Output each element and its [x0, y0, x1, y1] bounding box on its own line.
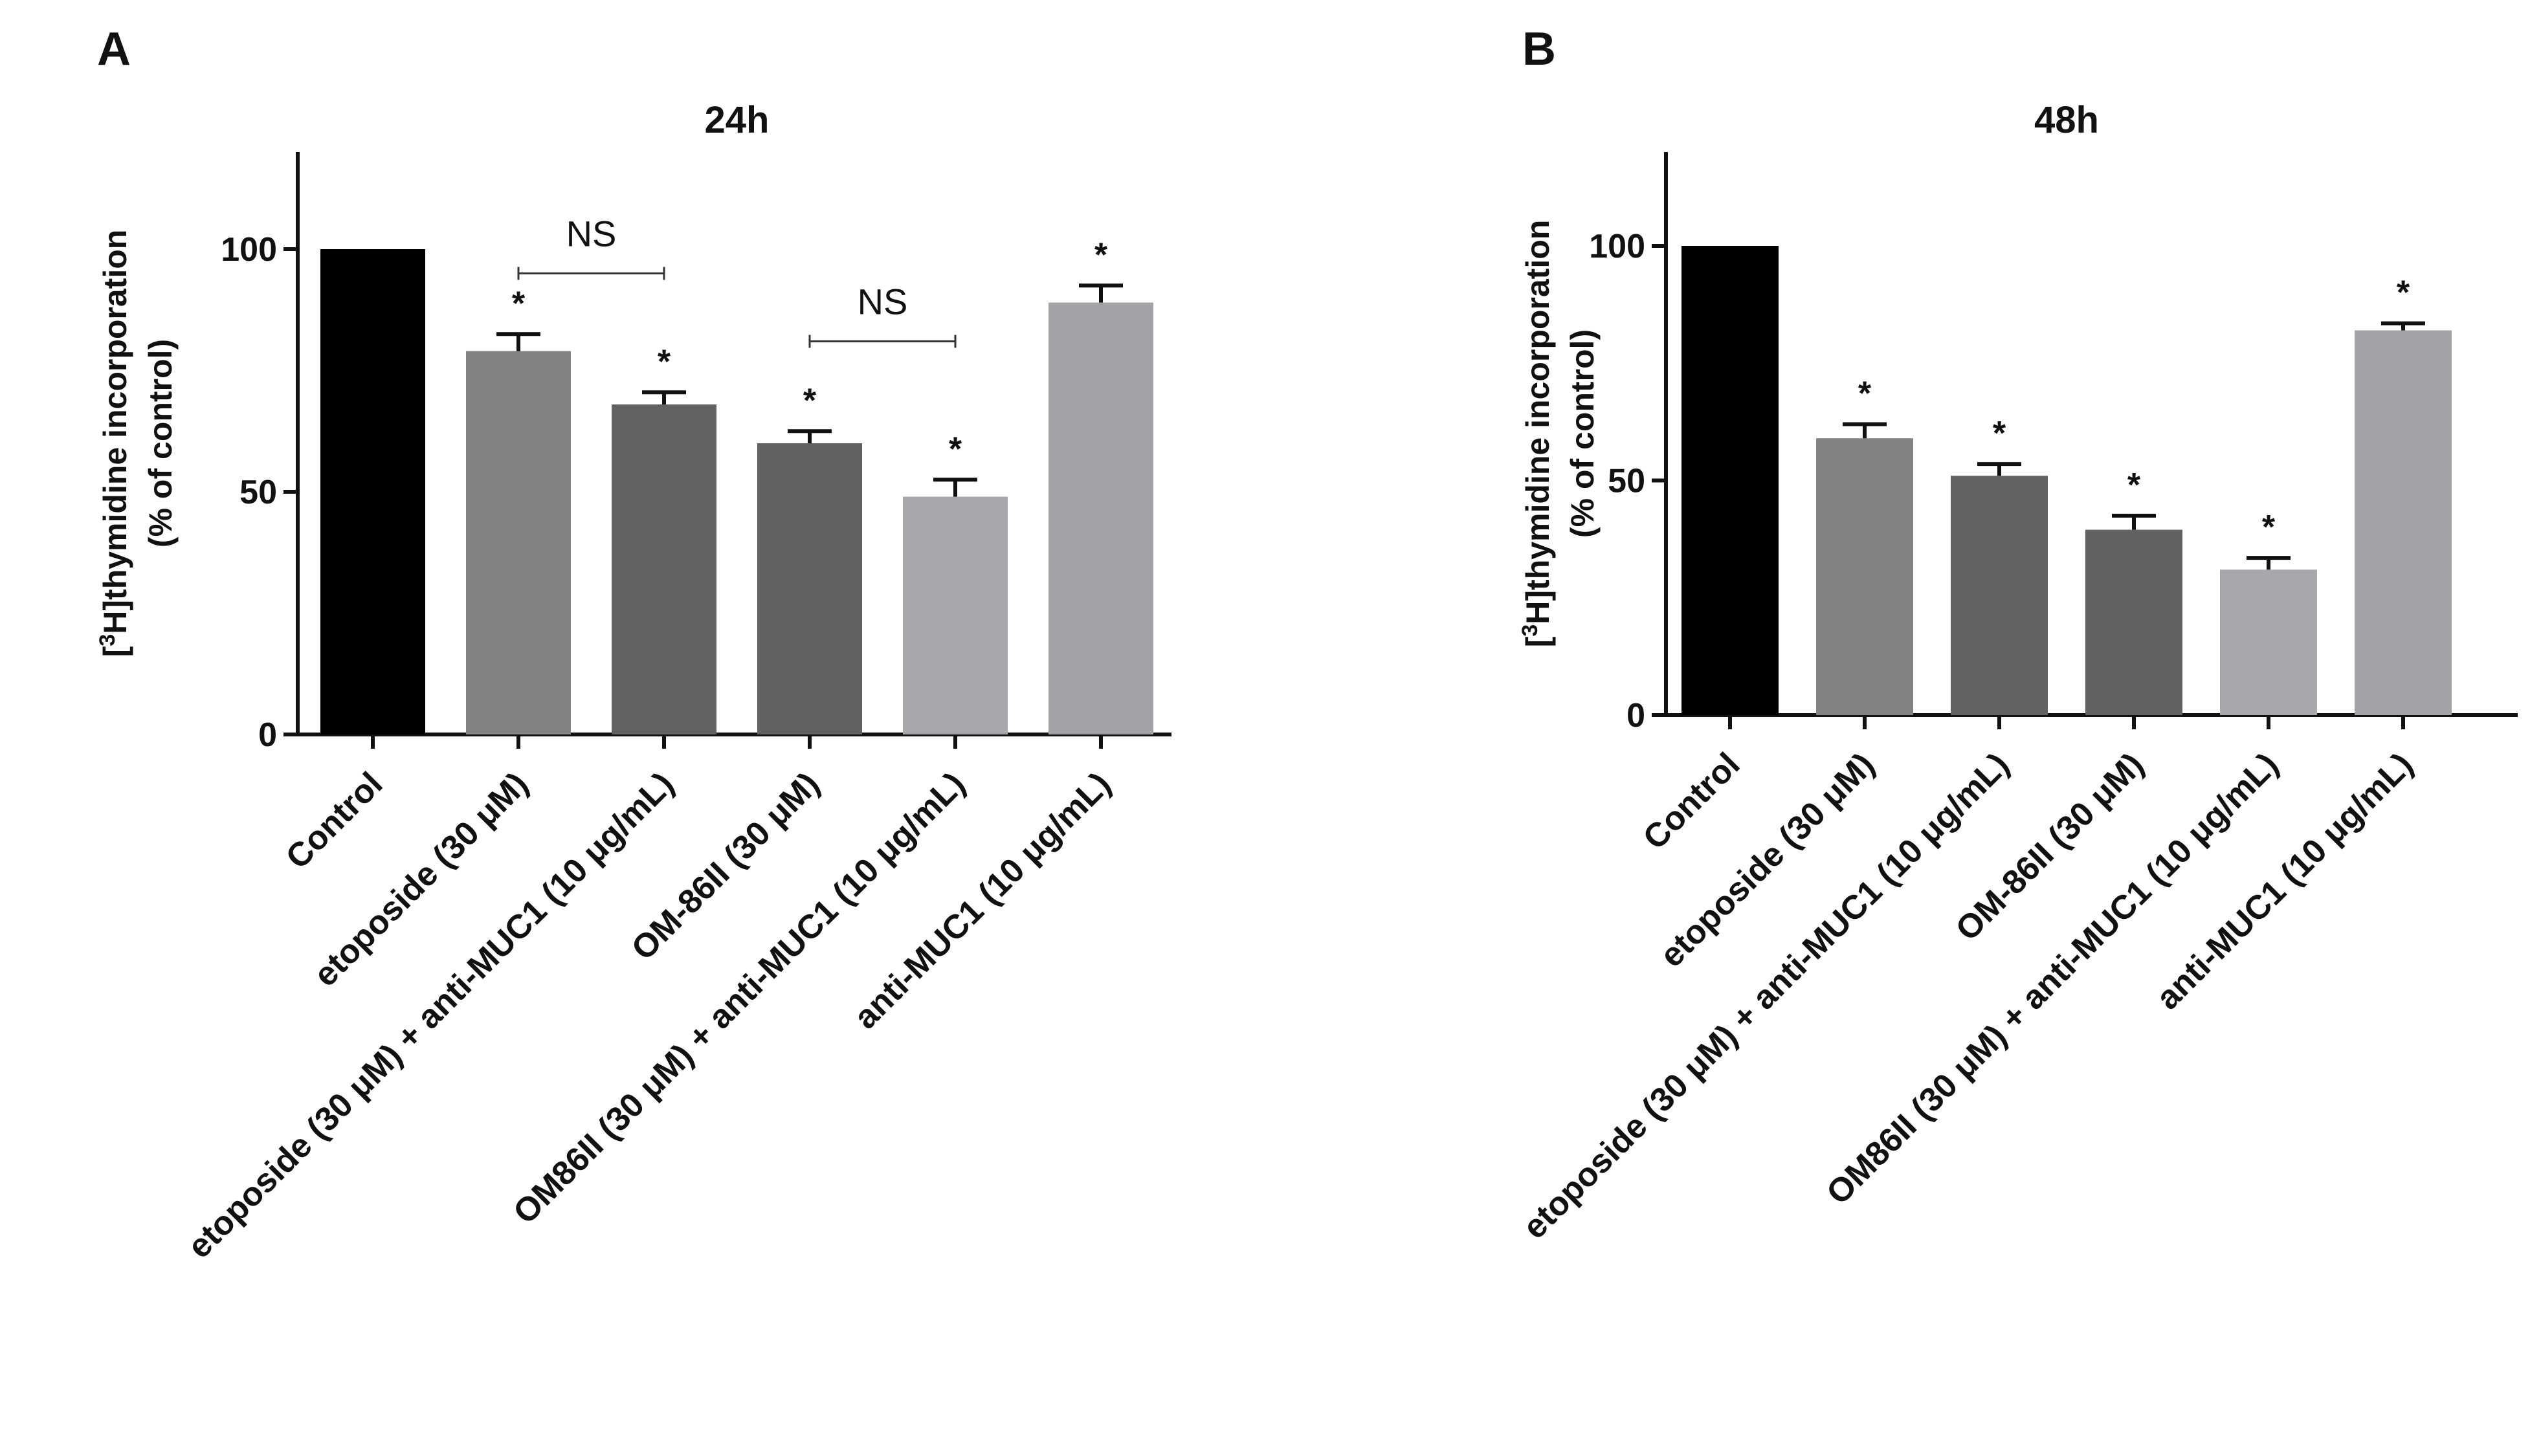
bar-3: [757, 443, 862, 734]
significance-marker: *: [1858, 375, 1872, 413]
significance-marker: *: [803, 382, 817, 419]
panel-letter: B: [1522, 23, 1556, 75]
chart-title: 24h: [705, 99, 770, 141]
bar-1: [466, 351, 571, 734]
bar-5: [2355, 330, 2452, 715]
category-label: anti-MUC1 (10 μg/mL): [847, 765, 1118, 1036]
bar-2: [1951, 476, 2048, 715]
y-axis-label-units: (% of control): [1564, 329, 1601, 538]
significance-marker: *: [2397, 274, 2410, 312]
category-label: Control: [279, 765, 390, 876]
y-tick-label: 0: [1626, 697, 1645, 734]
category-label: etoposide (30 μM) + anti-MUC1 (10 μg/mL): [181, 765, 681, 1265]
category-label: OM86II (30 μM) + anti-MUC1 (10 μg/mL): [1819, 745, 2285, 1211]
y-tick-label: 100: [1589, 228, 1645, 265]
significance-marker: *: [2262, 509, 2276, 546]
significance-marker: *: [658, 343, 671, 381]
bar-2: [612, 404, 716, 734]
y-tick-label: 50: [1608, 463, 1645, 500]
chart-panel-a: A 24h [3H]thymidine incorporation (% of con…: [95, 23, 1171, 1266]
bar-4: [2220, 569, 2317, 715]
bar-5: [1049, 302, 1153, 734]
significance-marker: *: [2127, 467, 2141, 504]
significance-marker: *: [1094, 236, 1108, 274]
chart-panel-b: B 48h [3H]thymidine incorporation (% of con…: [1516, 23, 2518, 1246]
y-tick-label: 50: [239, 474, 277, 511]
significance-marker: *: [512, 285, 526, 322]
bracket-label: NS: [858, 281, 908, 322]
bar-0: [320, 249, 425, 734]
significance-marker: *: [1993, 415, 2006, 452]
category-label: etoposide (30 μM) + anti-MUC1 (10 μg/mL): [1516, 745, 2016, 1246]
chart-title: 48h: [2034, 99, 2099, 141]
y-tick-label: 0: [258, 716, 277, 754]
category-label: anti-MUC1 (10 μg/mL): [2149, 745, 2421, 1017]
bar-1: [1816, 438, 1913, 715]
bracket-label: NS: [566, 214, 617, 254]
panel-letter: A: [97, 23, 131, 75]
bar-0: [1681, 246, 1779, 715]
y-axis-label-units: (% of control): [142, 339, 179, 547]
category-label: Control: [1636, 745, 1748, 857]
y-tick-label: 100: [221, 231, 277, 269]
y-axis-label: [3H]thymidine incorporation: [95, 230, 133, 657]
bar-3: [2085, 529, 2182, 715]
bar-4: [903, 496, 1008, 734]
y-axis-label: [3H]thymidine incorporation: [1518, 220, 1556, 648]
significance-marker: *: [949, 430, 962, 468]
